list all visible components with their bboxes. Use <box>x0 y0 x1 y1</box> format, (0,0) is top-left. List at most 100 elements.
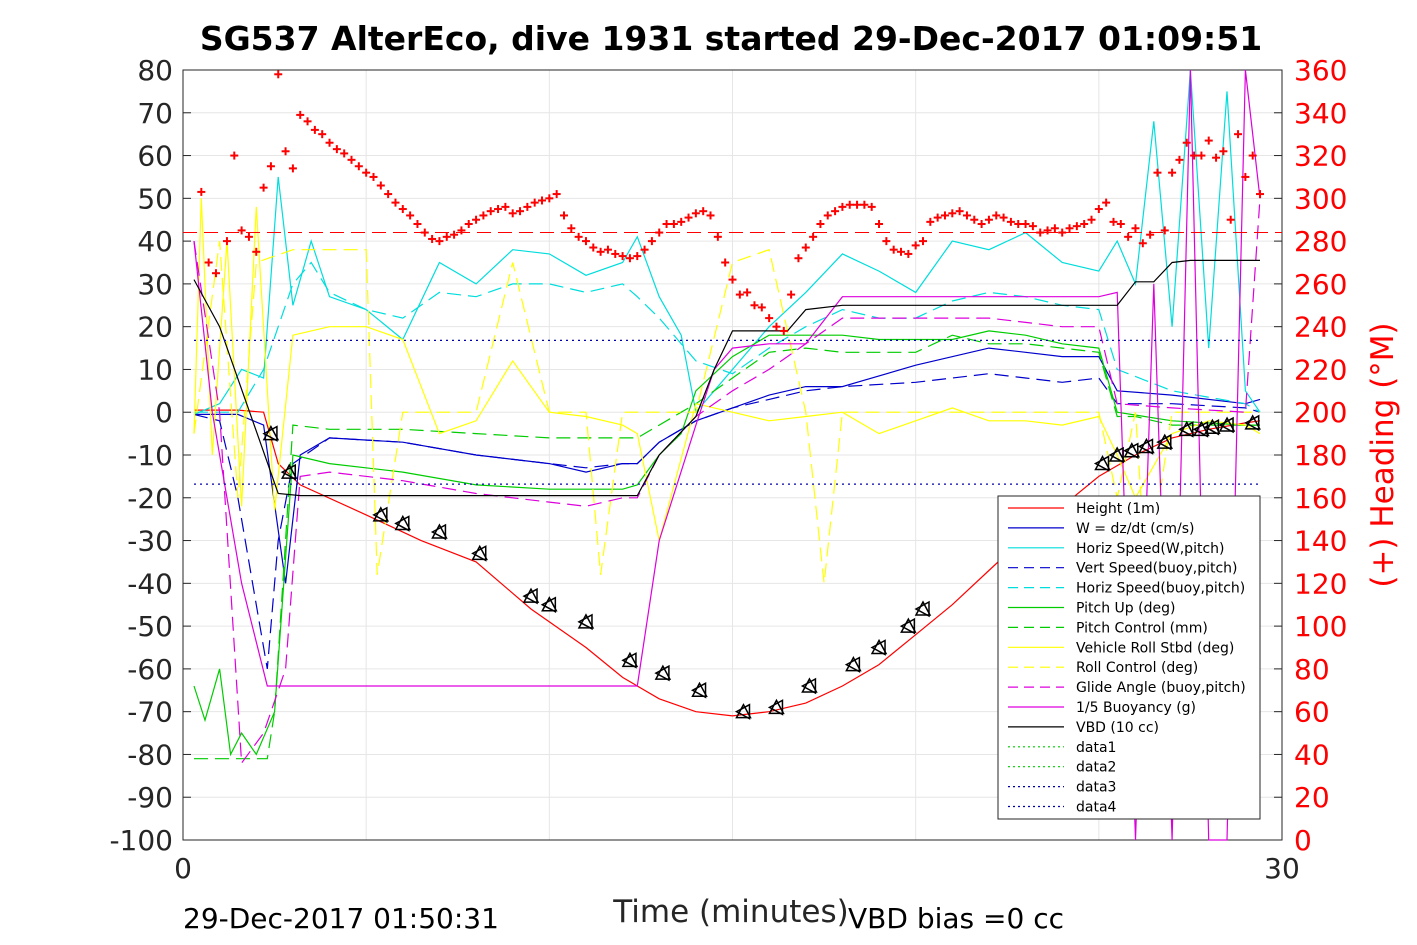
y-tick-label: -80 <box>127 738 173 771</box>
triangle-marker <box>621 651 639 669</box>
y2-tick-label: 260 <box>1294 268 1347 301</box>
heading-point <box>757 303 766 312</box>
triangle-marker <box>654 664 672 682</box>
heading-point <box>237 226 246 235</box>
heading-point <box>354 162 363 171</box>
y2-tick-label: 300 <box>1294 182 1347 215</box>
series-line-3 <box>193 373 1261 670</box>
heading-point <box>633 252 642 261</box>
heading-point <box>589 243 598 252</box>
y2-tick-label: 240 <box>1294 311 1347 344</box>
y2-tick-label: 180 <box>1294 439 1347 472</box>
heading-point <box>853 200 862 209</box>
heading-point <box>486 207 495 216</box>
x-axis-ticks: 0 30 <box>174 832 1300 885</box>
heading-point <box>252 247 261 256</box>
y-tick-label: 30 <box>137 268 173 301</box>
heading-point <box>559 211 568 220</box>
heading-point <box>1102 198 1111 207</box>
heading-point <box>772 322 781 331</box>
heading-point <box>204 258 213 267</box>
triangle-marker <box>690 681 708 699</box>
heading-point <box>1256 190 1265 199</box>
triangle-markers <box>262 414 1261 720</box>
heading-point <box>823 211 832 220</box>
heading-point <box>1087 215 1096 224</box>
heading-point <box>347 155 356 164</box>
x-tick-label: 0 <box>174 852 192 885</box>
heading-point <box>340 149 349 158</box>
triangle-marker <box>767 698 785 716</box>
footer-vbd-bias: VBD bias =0 cc <box>848 902 1064 935</box>
heading-point <box>684 213 693 222</box>
heading-point <box>809 232 818 241</box>
triangle-marker <box>1218 416 1236 434</box>
legend-label: Vert Speed(buoy,pitch) <box>1076 561 1238 577</box>
heading-point <box>406 211 415 220</box>
heading-point <box>794 254 803 263</box>
heading-point <box>508 209 517 218</box>
heading-point <box>999 213 1008 222</box>
heading-point <box>655 228 664 237</box>
heading-point <box>970 215 979 224</box>
heading-point <box>1138 239 1147 248</box>
heading-point <box>596 247 605 256</box>
legend-label: data1 <box>1076 740 1116 756</box>
y-tick-label: -40 <box>127 567 173 600</box>
heading-point <box>918 237 927 246</box>
heading-point <box>721 258 730 267</box>
triangle-marker <box>372 506 390 524</box>
heading-point <box>230 151 239 160</box>
heading-point <box>611 249 620 258</box>
y-tick-label: -90 <box>127 781 173 814</box>
heading-point <box>875 220 884 228</box>
heading-point <box>281 147 290 156</box>
heading-point <box>530 198 539 207</box>
y-tick-label: 50 <box>137 182 173 215</box>
triangle-marker <box>1244 414 1261 432</box>
heading-point <box>501 202 510 211</box>
legend-label: VBD (10 cc) <box>1076 720 1159 736</box>
y2-tick-label: 160 <box>1294 482 1347 515</box>
heading-point <box>926 217 935 226</box>
y2-tick-label: 80 <box>1294 653 1330 686</box>
heading-point <box>662 220 671 228</box>
heading-point <box>867 202 876 211</box>
triangle-marker <box>899 617 917 635</box>
heading-point <box>955 207 964 216</box>
legend-label: W = dz/dt (cm/s) <box>1076 521 1195 537</box>
legend: Height (1m) W = dz/dt (cm/s) Horiz Speed(W… <box>997 495 1261 820</box>
triangle-marker <box>734 703 752 720</box>
heading-point <box>860 200 869 209</box>
heading-point <box>259 183 268 192</box>
heading-point <box>699 207 708 216</box>
heading-point <box>1109 217 1118 226</box>
triangle-marker <box>844 656 862 673</box>
legend-label: Pitch Control (mm) <box>1076 620 1208 636</box>
heading-point <box>552 190 561 199</box>
heading-point <box>318 130 327 139</box>
x-tick-label: 30 <box>1264 852 1300 885</box>
heading-point <box>1094 205 1103 214</box>
heading-point <box>1248 151 1257 160</box>
heading-point <box>420 228 429 237</box>
heading-point <box>1219 147 1228 156</box>
heading-point <box>538 196 547 205</box>
heading-point <box>435 237 444 246</box>
legend-label: data2 <box>1076 760 1116 776</box>
heading-point <box>1241 172 1250 181</box>
heading-point <box>574 232 583 241</box>
heading-point <box>413 220 422 228</box>
triangle-marker <box>870 638 888 656</box>
heading-point <box>816 220 825 228</box>
heading-point <box>992 211 1001 220</box>
heading-point <box>845 200 854 209</box>
y-tick-label: -20 <box>127 482 173 515</box>
heading-point <box>384 190 393 199</box>
heading-point <box>325 138 334 147</box>
heading-point <box>897 247 906 256</box>
series-line-0 <box>194 409 1261 717</box>
triangle-marker <box>1093 454 1111 472</box>
legend-items: Height (1m) W = dz/dt (cm/s) Horiz Speed(W… <box>1008 501 1246 816</box>
heading-point <box>1080 220 1089 228</box>
